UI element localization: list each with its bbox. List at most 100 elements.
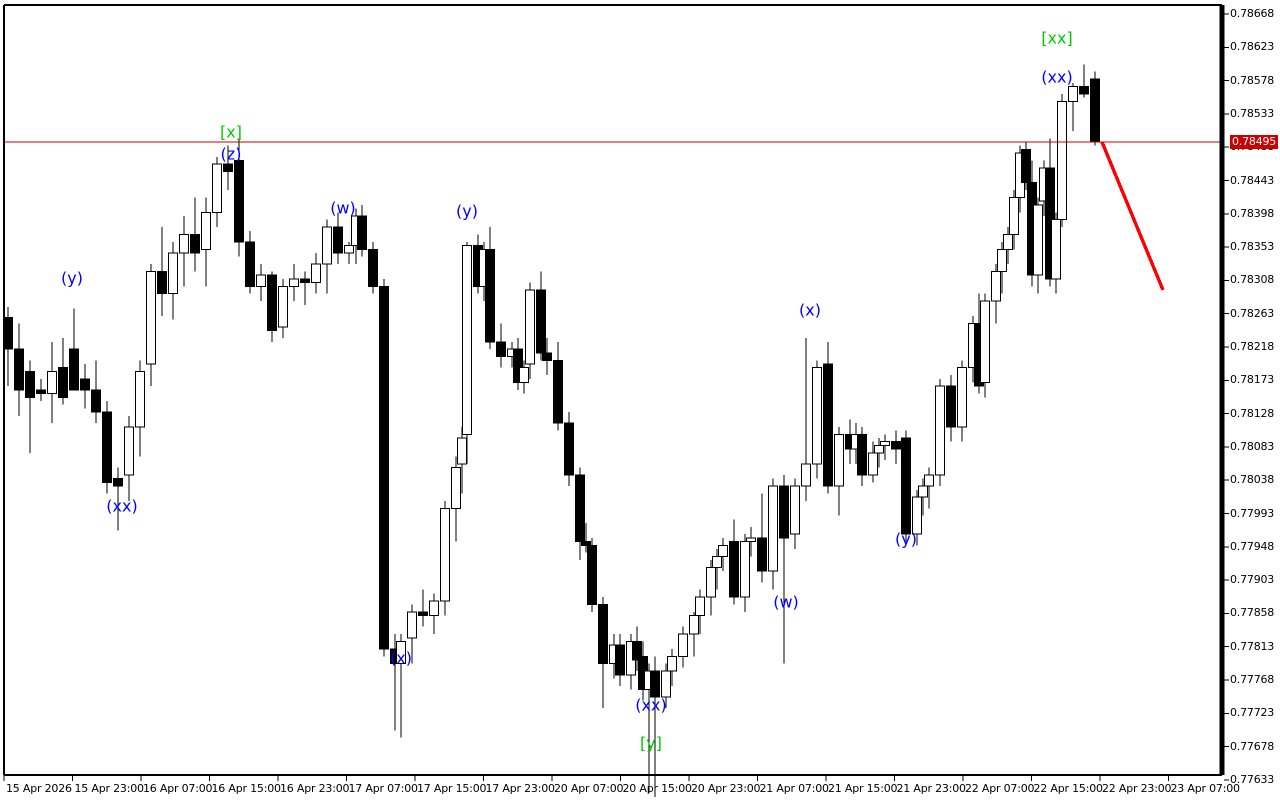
candle [223, 145, 233, 191]
candle [25, 360, 35, 453]
wave-label: (x) [390, 648, 412, 668]
x-axis-tick: 17 Apr 23:00 [485, 782, 556, 795]
candle [553, 341, 563, 431]
wave-label: (x) [799, 300, 821, 320]
candle [740, 534, 750, 612]
candle [485, 227, 495, 350]
x-axis-tick: 20 Apr 23:00 [691, 782, 761, 795]
candle [245, 230, 255, 294]
candle [69, 308, 79, 391]
x-axis-tick: 15 Apr 23:00 [74, 782, 145, 795]
candle [379, 278, 389, 657]
wave-label: (w) [773, 592, 799, 612]
candle [168, 241, 178, 320]
y-axis-tick: 0.78218 [1230, 340, 1275, 353]
candle [891, 430, 901, 464]
candle [201, 197, 211, 287]
candle [36, 378, 46, 402]
y-axis-tick: 0.78038 [1230, 473, 1275, 487]
candle [575, 467, 585, 561]
candles-layer [3, 64, 1100, 797]
candle [542, 338, 552, 376]
candle [1009, 190, 1019, 250]
candle [661, 663, 671, 709]
candle [525, 282, 535, 379]
candle [80, 364, 90, 409]
y-axis-tick: 0.78083 [1230, 439, 1275, 453]
y-axis-tick: 0.78173 [1230, 373, 1275, 387]
candle [991, 264, 1001, 324]
candle [91, 360, 101, 424]
x-axis-tick: 22 Apr 15:00 [1033, 782, 1104, 795]
candle [157, 227, 167, 316]
candle [980, 293, 990, 398]
candle [946, 375, 956, 442]
current-price-tag: 0.78495 [1230, 135, 1279, 150]
y-axis-tick: 0.77633 [1230, 772, 1275, 786]
y-axis-tick: 0.78398 [1230, 206, 1275, 220]
x-axis-tick: 22 Apr 07:00 [965, 782, 1035, 795]
wave-label: [xx] [1041, 28, 1073, 48]
candle [135, 360, 145, 457]
y-axis-tick: 0.77768 [1230, 673, 1275, 686]
candle [300, 271, 310, 305]
wave-label: [x] [220, 122, 242, 142]
candle [768, 478, 778, 590]
y-axis-tick: 0.77813 [1230, 639, 1275, 653]
candle [519, 360, 529, 394]
y-axis-tick: 0.78308 [1230, 273, 1275, 287]
y-axis-tick: 0.78533 [1230, 106, 1275, 120]
x-axis-tick: 15 Apr 2026 [6, 782, 72, 795]
candle [823, 341, 833, 494]
candle [407, 604, 417, 664]
candle [1003, 227, 1013, 265]
candle [1079, 64, 1089, 98]
y-axis-tick: 0.78263 [1230, 306, 1275, 320]
candle [179, 216, 189, 287]
candle [513, 338, 523, 390]
x-axis-tick: 21 Apr 15:00 [828, 782, 898, 795]
candle [1057, 93, 1067, 228]
candle [234, 138, 244, 257]
candle [267, 271, 277, 342]
candle [790, 478, 800, 550]
candle [857, 426, 867, 487]
candle [1051, 212, 1061, 294]
x-axis-tick: 21 Apr 23:00 [896, 782, 967, 795]
x-axis-tick: 21 Apr 07:00 [759, 782, 830, 795]
wave-label: (w) [330, 198, 356, 218]
x-axis-tick: 23 Apr 07:00 [1170, 782, 1241, 795]
y-axis-tick: 0.77948 [1230, 539, 1275, 553]
candle [451, 456, 461, 542]
wave-label: (y) [895, 529, 917, 549]
candle [706, 560, 716, 616]
candle [14, 323, 24, 416]
y-axis-tick: 0.77903 [1230, 573, 1275, 587]
candle [124, 415, 134, 501]
candle [418, 589, 428, 627]
candle [632, 626, 642, 672]
x-axis-tick: 20 Apr 07:00 [554, 782, 624, 795]
axis-layer [3, 4, 1229, 781]
wave-label: [y] [640, 733, 662, 753]
candle [581, 523, 591, 553]
candle [834, 426, 844, 516]
candle [564, 412, 574, 487]
candle [587, 537, 597, 612]
candle [368, 241, 378, 294]
x-axis-tick: 16 Apr 23:00 [280, 782, 350, 795]
wave-label: (z) [220, 144, 242, 164]
candle [333, 212, 343, 265]
candle [757, 493, 767, 583]
candle [278, 278, 288, 339]
candle [901, 430, 911, 542]
candle [695, 589, 705, 635]
wave-label: (xx) [635, 695, 667, 715]
candle [801, 338, 811, 501]
candle [746, 526, 756, 557]
wave-label: (xx) [106, 496, 138, 516]
candle [615, 634, 625, 686]
candle [718, 537, 728, 572]
